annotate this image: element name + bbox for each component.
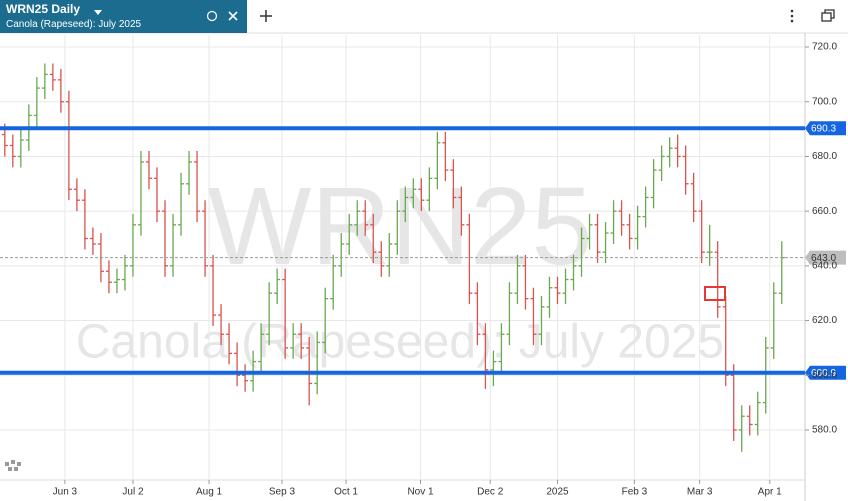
tab-dropdown[interactable] [94,10,102,15]
watermark-symbol: WRN25 [207,165,592,288]
x-tick-label: Feb 3 [622,487,648,498]
level-label: 600.9 [811,368,836,379]
tab-interval: Daily [51,2,80,16]
y-tick-label: 600.0 [812,370,837,381]
x-tick-label: Oct 1 [334,487,358,498]
watermark-description: Canola (Rapeseed): July 2025 [76,316,724,369]
level-label-box [805,365,846,380]
y-tick-label: 680.0 [812,151,837,162]
x-tick-label: Nov 1 [407,487,434,498]
x-tick-label: Sep 3 [269,487,296,498]
tab-symbol: WRN25 [6,2,48,16]
level-label: 690.3 [811,123,836,134]
x-tick-label: 2025 [546,487,569,498]
tab-title: WRN25 Daily [6,2,80,16]
overlay: 690.3 600.9 643.0 [0,121,846,380]
y-tick-label: 720.0 [812,42,837,53]
add-tab[interactable] [260,10,272,22]
window-icon[interactable] [821,9,835,22]
y-tick-label: 620.0 [812,315,837,326]
highlight-box [704,286,726,301]
y-tick-label: 660.0 [812,206,837,217]
tab-subtitle: Canola (Rapeseed): July 2025 [6,19,142,30]
logo [5,460,21,471]
last-price-label: 643.0 [811,253,836,264]
x-tick-label: Dec 2 [477,487,504,498]
menu-icon[interactable] [790,9,794,23]
y-tick-label: 700.0 [812,96,837,107]
x-tick-label: Mar 3 [687,487,713,498]
y-tick-label: 580.0 [812,425,837,436]
tab-link-icon[interactable] [206,10,218,22]
x-tick-label: Apr 1 [758,487,782,498]
chart-tab[interactable] [0,0,247,33]
y-tick-label: 640.0 [812,260,837,271]
price-bars [1,63,785,452]
last-price-box [805,250,846,265]
level-label-box [805,121,846,136]
x-tick-label: Jul 2 [122,487,144,498]
tab-close[interactable] [228,11,238,21]
x-tick-label: Aug 1 [196,487,223,498]
x-tick-label: Jun 3 [53,487,78,498]
